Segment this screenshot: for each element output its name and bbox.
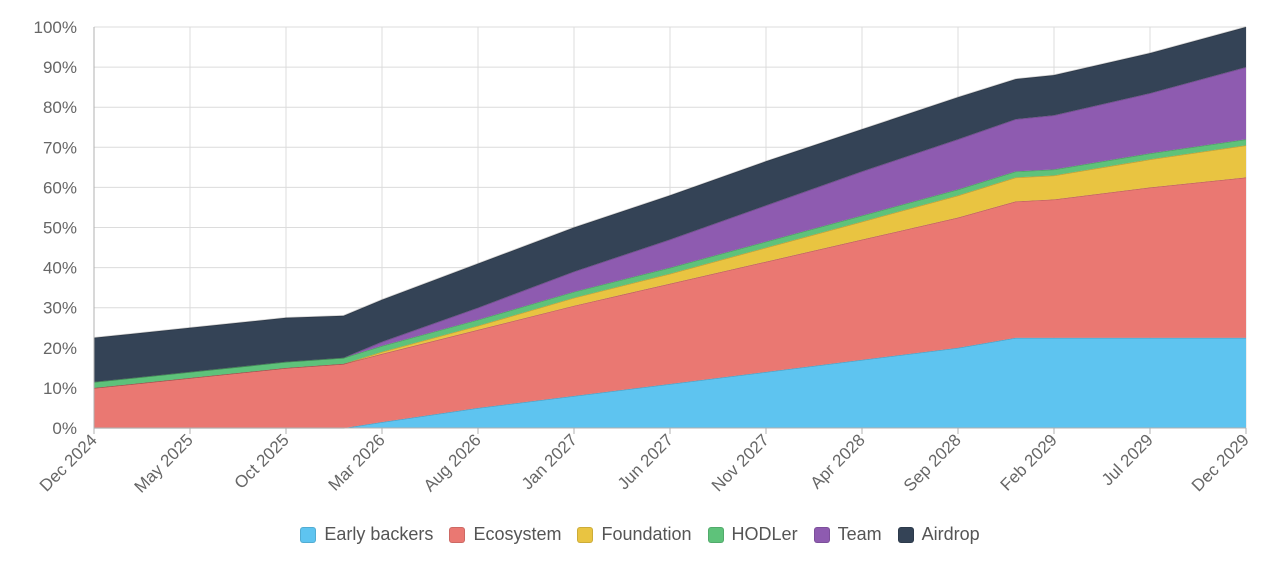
- area-airdrop: [94, 27, 1246, 382]
- stacked-area-chart: 0% 10% 20% 30% 40% 50% 60% 70% 80% 90% 100% Dec 20…: [34, 18, 1253, 497]
- legend-label: Early backers: [324, 524, 434, 544]
- legend-label: HODLer: [731, 524, 798, 544]
- area-early-backers: [94, 337, 1246, 428]
- legend-swatch: [300, 526, 317, 543]
- legend-item-team[interactable]: Team: [813, 524, 882, 545]
- y-tick-label: 70%: [43, 138, 77, 157]
- area-team: [94, 67, 1246, 382]
- x-axis-tick-labels: Dec 2024 May 2025 Oct 2025 Mar 2026 Aug 2026…: [36, 430, 1253, 496]
- x-tick-label: Jan 2027: [518, 430, 581, 493]
- x-tick-label: May 2025: [131, 430, 197, 496]
- y-tick-label: 10%: [43, 379, 77, 398]
- legend-item-hodler[interactable]: HODLer: [707, 524, 798, 545]
- legend-label: Foundation: [601, 524, 692, 544]
- legend-swatch: [897, 526, 914, 543]
- y-tick-label: 50%: [43, 219, 77, 238]
- line-airdrop: [93, 26, 1247, 339]
- legend-item-ecosystem[interactable]: Ecosystem: [449, 524, 561, 545]
- x-tick-label: Sep 2028: [900, 430, 965, 495]
- legend-label: Ecosystem: [473, 524, 562, 544]
- legend-item-airdrop[interactable]: Airdrop: [897, 524, 980, 545]
- y-tick-label: 80%: [43, 98, 77, 117]
- y-tick-label: 0%: [52, 419, 77, 438]
- y-tick-label: 100%: [34, 18, 77, 37]
- area-ecosystem: [94, 177, 1246, 428]
- legend-item-early-backers[interactable]: Early backers: [300, 524, 433, 545]
- axes: [93, 27, 1247, 434]
- y-tick-label: 60%: [43, 178, 77, 197]
- x-tick-label: Feb 2029: [997, 430, 1061, 494]
- x-tick-label: Aug 2026: [420, 430, 485, 495]
- x-tick-label: Nov 2027: [708, 430, 773, 495]
- x-tick-label: Jun 2027: [614, 430, 677, 493]
- legend-item-foundation[interactable]: Foundation: [577, 524, 692, 545]
- legend-label: Airdrop: [921, 524, 980, 544]
- x-tick-label: Dec 2029: [1188, 430, 1253, 495]
- y-tick-label: 20%: [43, 339, 77, 358]
- legend-swatch: [813, 526, 830, 543]
- legend-swatch: [707, 526, 724, 543]
- x-tick-label: Dec 2024: [36, 430, 101, 495]
- legend: Early backers Ecosystem Foundation HODLer Te…: [0, 524, 1280, 545]
- y-tick-label: 30%: [43, 299, 77, 318]
- legend-label: Team: [837, 524, 882, 544]
- x-tick-label: Apr 2028: [807, 430, 869, 492]
- y-axis-tick-labels: 0% 10% 20% 30% 40% 50% 60% 70% 80% 90% 100%: [34, 18, 77, 438]
- x-tick-label: Oct 2025: [231, 430, 293, 492]
- x-tick-label: Mar 2026: [325, 430, 389, 494]
- series-areas: [93, 26, 1247, 429]
- y-tick-label: 40%: [43, 259, 77, 278]
- x-tick-label: Jul 2029: [1098, 430, 1157, 489]
- legend-swatch: [577, 526, 594, 543]
- area-foundation: [94, 145, 1246, 388]
- legend-swatch: [449, 526, 466, 543]
- y-tick-label: 90%: [43, 58, 77, 77]
